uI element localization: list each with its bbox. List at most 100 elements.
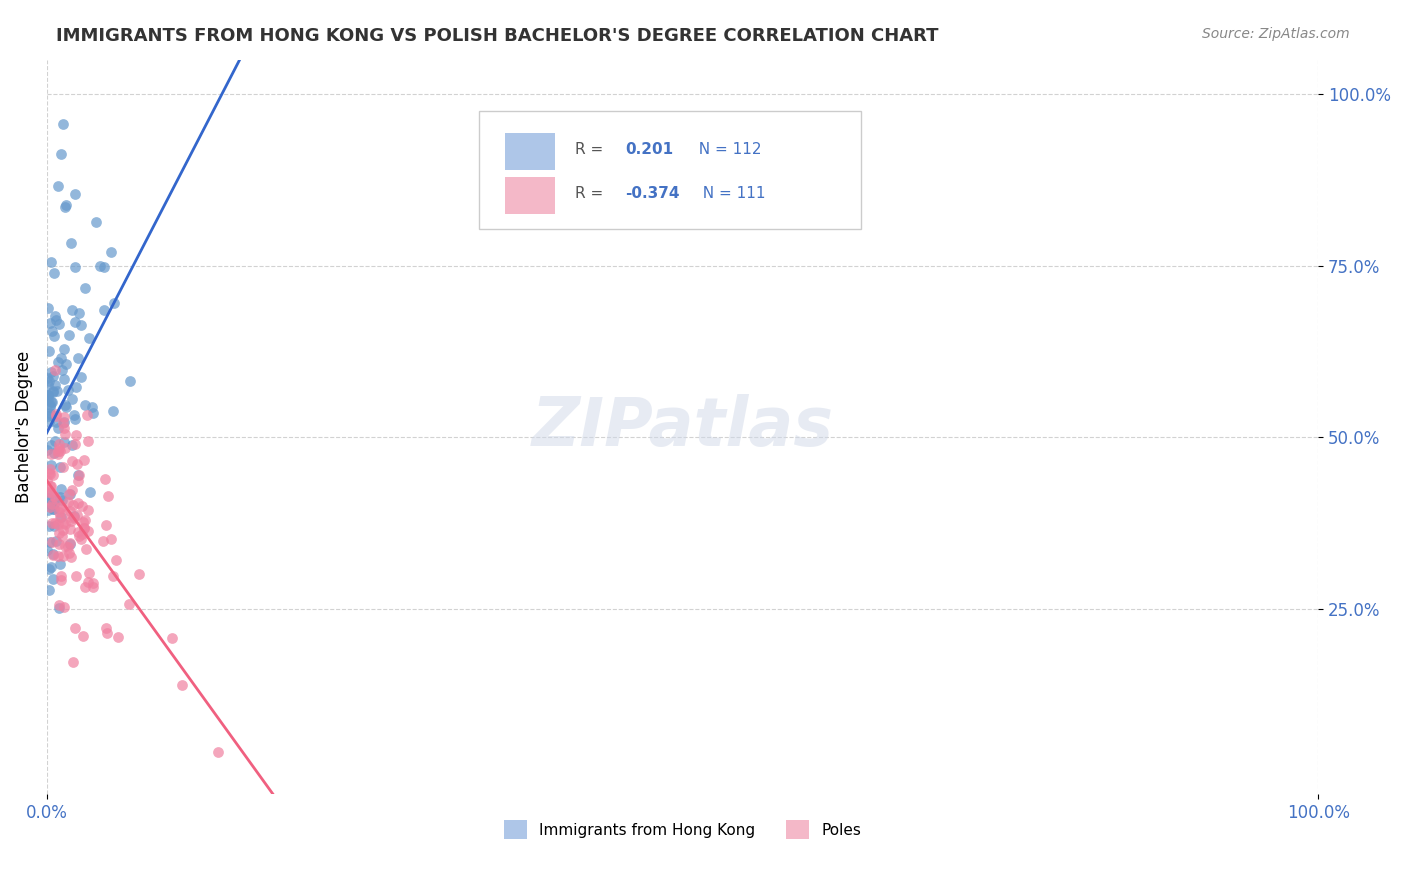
Point [53, 441, 76, 455]
Point [49, 510, 72, 524]
Point [48, 601, 70, 615]
FancyBboxPatch shape [505, 178, 555, 214]
Point [60, 483, 83, 498]
Point [67, 468, 90, 483]
Point [51, 460, 73, 475]
Point [51, 363, 73, 377]
Point [39, 400, 62, 414]
Point [46, 355, 69, 369]
Point [67, 475, 90, 489]
Point [49, 459, 72, 474]
Point [67, 306, 90, 320]
Point [72, 521, 94, 535]
Point [49, 510, 72, 524]
Point [46, 421, 69, 435]
Point [42, 384, 65, 399]
Point [45, 409, 67, 424]
Point [76, 575, 98, 590]
Point [39, 406, 62, 420]
Point [48, 598, 70, 612]
Point [67, 529, 90, 543]
Point [58, 522, 80, 536]
Point [38, 562, 60, 576]
Point [63, 408, 86, 422]
Point [52, 523, 75, 537]
Point [49, 443, 72, 458]
Point [65, 569, 87, 583]
Point [59, 514, 82, 528]
Point [38, 343, 60, 358]
Text: IMMIGRANTS FROM HONG KONG VS POLISH BACHELOR'S DEGREE CORRELATION CHART: IMMIGRANTS FROM HONG KONG VS POLISH BACH… [56, 27, 939, 45]
Point [82, 401, 104, 415]
Point [58, 487, 80, 501]
Point [42, 468, 65, 483]
Point [63, 315, 86, 329]
Point [66, 508, 89, 522]
Text: N = 112: N = 112 [689, 142, 762, 157]
Point [41, 516, 63, 530]
Point [42, 519, 65, 533]
Y-axis label: Bachelor's Degree: Bachelor's Degree [15, 351, 32, 503]
Point [39, 408, 62, 422]
Point [94, 472, 117, 486]
Point [72, 629, 94, 643]
Point [49, 351, 72, 366]
Point [73, 521, 96, 535]
Point [96, 626, 118, 640]
Point [55, 400, 77, 414]
Point [39, 316, 62, 330]
Point [39, 535, 62, 549]
Point [65, 412, 87, 426]
Point [48, 525, 70, 540]
Point [37, 485, 59, 500]
Point [37, 409, 59, 423]
Point [37, 388, 59, 402]
Point [48, 505, 70, 519]
Point [75, 542, 97, 557]
Point [118, 597, 141, 611]
Point [37, 474, 59, 488]
Point [103, 296, 125, 310]
Point [39, 365, 62, 379]
Point [49, 490, 72, 504]
Point [76, 503, 98, 517]
Point [89, 259, 111, 273]
Point [45, 415, 67, 429]
Point [42, 497, 65, 511]
Point [91, 534, 114, 549]
Point [94, 621, 117, 635]
Point [76, 408, 98, 422]
Point [67, 525, 90, 540]
Point [60, 392, 83, 406]
Point [37, 301, 59, 315]
Point [48, 537, 70, 551]
Point [46, 178, 69, 193]
Point [41, 324, 63, 338]
Point [53, 421, 76, 435]
Point [35, 542, 58, 557]
Point [58, 546, 80, 560]
Point [37, 389, 59, 403]
Point [60, 303, 83, 318]
Point [65, 428, 87, 442]
Point [46, 447, 69, 461]
Point [53, 539, 76, 553]
Point [37, 491, 59, 505]
Point [39, 458, 62, 472]
Point [70, 527, 93, 541]
Point [70, 370, 93, 384]
Point [39, 395, 62, 409]
Point [39, 447, 62, 461]
Point [93, 302, 115, 317]
Point [39, 500, 62, 514]
Point [37, 388, 59, 402]
Point [170, 678, 193, 692]
Point [60, 453, 83, 467]
Point [38, 518, 60, 533]
Point [77, 331, 100, 345]
Point [44, 329, 66, 343]
Point [49, 557, 72, 571]
Point [53, 398, 76, 412]
Point [107, 630, 129, 644]
Point [65, 380, 87, 394]
